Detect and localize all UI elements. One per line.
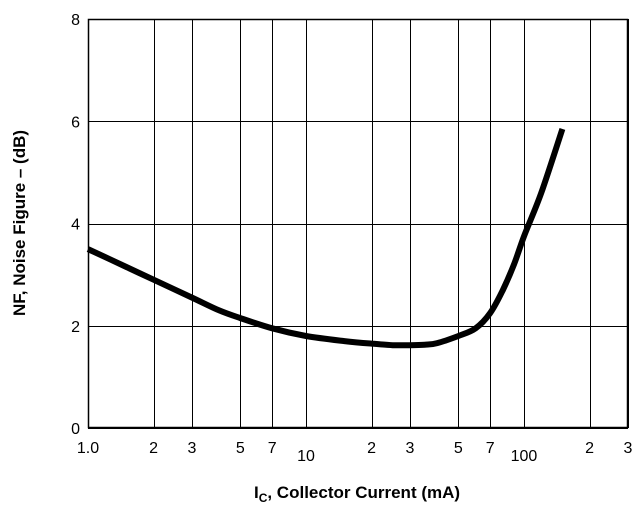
x-tick-label-1: 2 [149, 440, 158, 457]
y-tick-label-3: 6 [71, 114, 80, 131]
x-tick-label-6: 2 [367, 440, 376, 457]
series-layer [86, 127, 566, 349]
x-tick-label-8: 5 [454, 440, 463, 457]
y-tick-label-2: 4 [71, 217, 80, 234]
y-axis-title: NF, Noise Figure – (dB) [10, 130, 29, 316]
x-tick-label-5: 10 [297, 448, 315, 465]
x-tick-label-2: 3 [188, 440, 197, 457]
x-axis-title: IC, Collector Current (mA) [254, 483, 460, 505]
plot-frame [87, 18, 629, 429]
x-axis-title-rest: , Collector Current (mA) [267, 483, 460, 502]
y-tick-label-0: 0 [71, 421, 80, 438]
grid [87, 18, 629, 429]
x-tick-label-3: 5 [236, 440, 245, 457]
x-tick-label-9: 7 [486, 440, 495, 457]
y-tick-label-1: 2 [71, 319, 80, 336]
series-line-0 [86, 127, 566, 349]
x-axis-title-subscript: C [259, 491, 268, 505]
x-tick-label-12: 3 [624, 440, 633, 457]
y-tick-labels: 0 2 4 6 8 [71, 12, 80, 438]
x-axis-title-main: I [254, 483, 259, 502]
y-tick-label-4: 8 [71, 12, 80, 29]
x-tick-label-10: 100 [511, 448, 538, 465]
x-tick-label-7: 3 [406, 440, 415, 457]
x-tick-label-0: 1.0 [77, 440, 99, 457]
x-tick-labels: 1.0 2 3 5 7 10 2 3 5 7 100 2 3 [77, 440, 633, 465]
x-tick-label-4: 7 [268, 440, 277, 457]
x-tick-label-11: 2 [585, 440, 594, 457]
